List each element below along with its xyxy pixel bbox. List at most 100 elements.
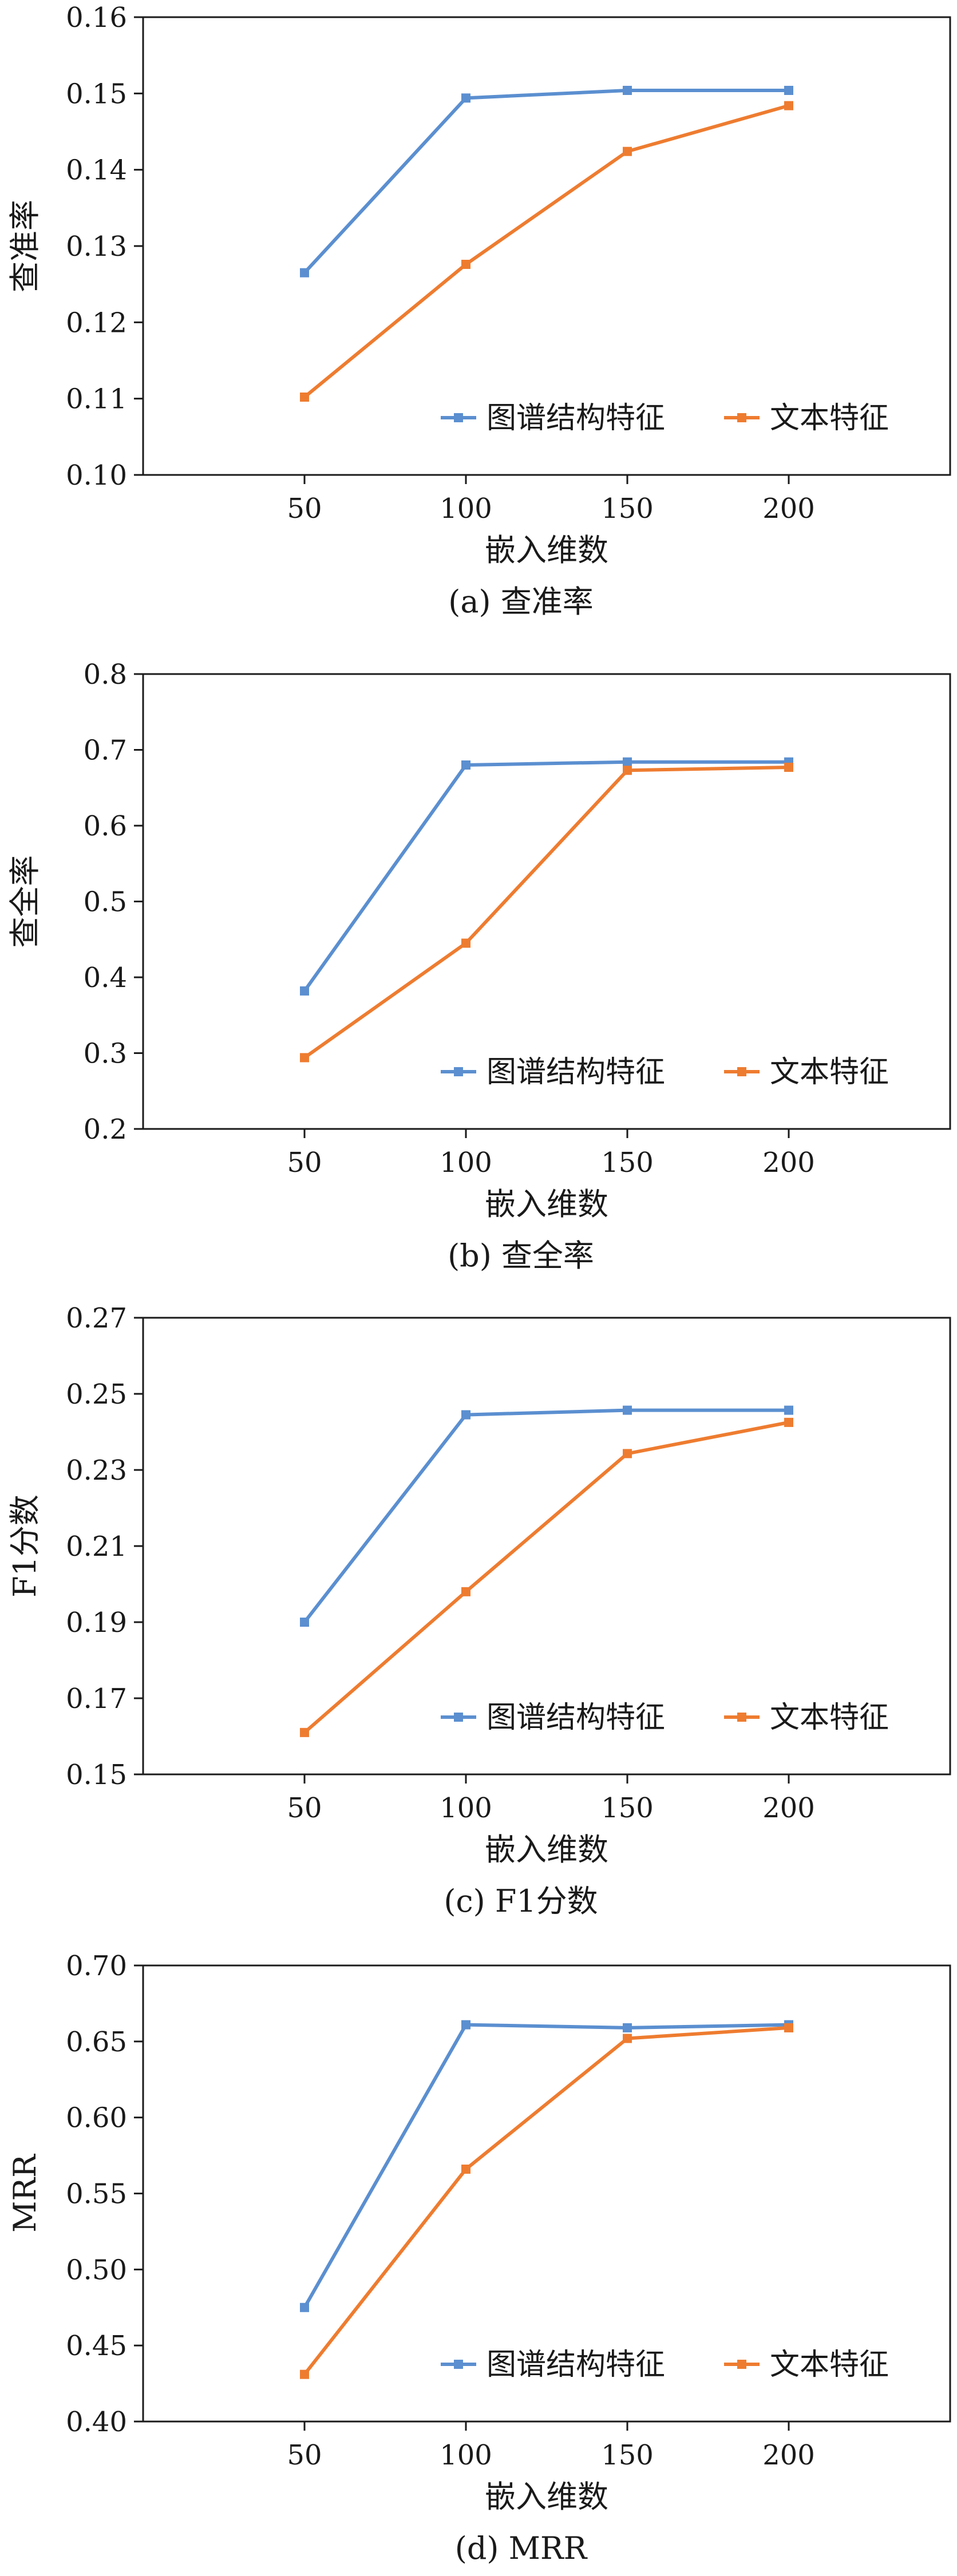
data-point-0 [300, 986, 309, 996]
data-point-0 [461, 1410, 470, 1420]
x-tick-label: 100 [440, 1147, 492, 1179]
legend-label: 图谱结构特征 [487, 2348, 665, 2382]
series-line-0 [303, 1408, 789, 1623]
data-point-1 [300, 393, 309, 402]
legend-label: 图谱结构特征 [487, 1055, 665, 1089]
legend-swatch-marker [737, 1067, 746, 1076]
series-line-0 [303, 760, 789, 992]
x-tick-label: 50 [287, 1792, 322, 1824]
y-tick-label: 0.7 [84, 735, 127, 767]
y-tick-label: 0.65 [66, 2026, 127, 2058]
y-tick-label: 0.40 [66, 2406, 127, 2438]
data-point-0 [461, 93, 470, 103]
data-point-1 [461, 2164, 470, 2174]
y-tick-label: 0.8 [84, 659, 127, 691]
data-point-0 [300, 1618, 309, 1627]
legend-label: 图谱结构特征 [487, 1701, 665, 1735]
y-tick-label: 0.45 [66, 2330, 127, 2362]
x-tick-label: 150 [601, 2439, 654, 2471]
legend-swatch-marker [454, 1067, 463, 1076]
y-tick-label: 0.17 [66, 1683, 127, 1715]
y-tick-label: 0.23 [66, 1455, 127, 1487]
legend-swatch-marker [737, 1713, 746, 1722]
x-tick-label: 200 [762, 1792, 815, 1824]
y-tick-label: 0.3 [84, 1038, 127, 1070]
y-tick-label: 0.60 [66, 2102, 127, 2134]
data-point-1 [623, 766, 632, 775]
x-tick-label: 50 [287, 1147, 322, 1179]
x-axis-title: 嵌入维数 [485, 1186, 608, 1222]
y-tick-label: 0.21 [66, 1531, 127, 1563]
series-line-1 [303, 765, 789, 1059]
y-axis-title: 查准率 [7, 200, 43, 292]
y-tick-label: 0.50 [66, 2254, 127, 2286]
x-axis-title: 嵌入维数 [485, 532, 608, 568]
chart-caption: (b) 查全率 [448, 1238, 594, 1274]
x-tick-label: 150 [601, 493, 654, 525]
data-point-0 [461, 2020, 470, 2030]
data-point-0 [623, 757, 632, 767]
data-point-1 [784, 762, 793, 772]
chart-panel-3: 0.40 0.45 0.50 0.55 0.60 0.65 0.70 50 100 150 200 嵌… [7, 1950, 951, 2566]
y-tick-label: 0.10 [66, 459, 127, 492]
y-tick-label: 0.14 [66, 154, 127, 187]
y-tick-label: 0.15 [66, 78, 127, 110]
data-point-0 [623, 2023, 632, 2032]
x-tick-label: 50 [287, 2439, 322, 2471]
x-tick-label: 50 [287, 493, 322, 525]
legend-label: 文本特征 [770, 1055, 889, 1089]
data-point-1 [623, 146, 632, 156]
data-point-1 [300, 1727, 309, 1737]
y-tick-label: 0.70 [66, 1950, 127, 1982]
y-axis-title: F1分数 [7, 1495, 43, 1598]
x-axis-title: 嵌入维数 [485, 1832, 608, 1868]
y-tick-label: 0.27 [66, 1302, 127, 1334]
chart-panel-1: 0.2 0.3 0.4 0.5 0.6 0.7 0.8 50 100 150 200 嵌入维数 查全率 (… [7, 659, 951, 1274]
y-axis-title: 查全率 [7, 855, 43, 948]
y-tick-label: 0.19 [66, 1607, 127, 1639]
x-tick-label: 100 [440, 2439, 492, 2471]
series-line-0 [303, 89, 789, 274]
x-tick-label: 200 [762, 493, 815, 525]
x-tick-label: 100 [440, 1792, 492, 1824]
legend-label: 文本特征 [770, 1701, 889, 1735]
data-point-1 [784, 2023, 793, 2032]
data-point-1 [784, 1417, 793, 1427]
y-tick-label: 0.12 [66, 307, 127, 339]
chart-caption: (a) 查准率 [448, 584, 594, 620]
legend-swatch-marker [454, 2360, 463, 2369]
y-tick-label: 0.16 [66, 2, 127, 34]
y-tick-label: 0.5 [84, 886, 127, 918]
x-tick-label: 150 [601, 1792, 654, 1824]
x-tick-label: 200 [762, 2439, 815, 2471]
series-line-0 [303, 2023, 789, 2309]
y-tick-label: 0.2 [84, 1113, 127, 1146]
data-point-1 [623, 2034, 632, 2043]
data-point-1 [461, 1587, 470, 1596]
legend-label: 文本特征 [770, 2348, 889, 2382]
legend-swatch-marker [737, 2360, 746, 2369]
y-tick-label: 0.13 [66, 231, 127, 263]
y-tick-label: 0.25 [66, 1378, 127, 1410]
y-tick-label: 0.55 [66, 2178, 127, 2210]
data-point-1 [784, 101, 793, 110]
x-tick-label: 100 [440, 493, 492, 525]
data-point-0 [784, 86, 793, 95]
x-tick-label: 200 [762, 1147, 815, 1179]
y-tick-label: 0.4 [84, 962, 127, 994]
y-axis-title: MRR [7, 2154, 43, 2233]
data-point-1 [461, 260, 470, 269]
data-point-0 [623, 86, 632, 95]
data-point-0 [300, 268, 309, 278]
legend-label: 图谱结构特征 [487, 401, 665, 435]
legend-label: 文本特征 [770, 401, 889, 435]
data-point-1 [623, 1449, 632, 1459]
y-tick-label: 0.11 [66, 383, 127, 415]
chart-caption: (d) MRR [455, 2530, 588, 2566]
legend-swatch-marker [454, 1713, 463, 1722]
data-point-1 [300, 2369, 309, 2379]
y-tick-label: 0.6 [84, 810, 127, 842]
chart-caption: (c) F1分数 [444, 1883, 598, 1919]
data-point-0 [300, 2302, 309, 2312]
